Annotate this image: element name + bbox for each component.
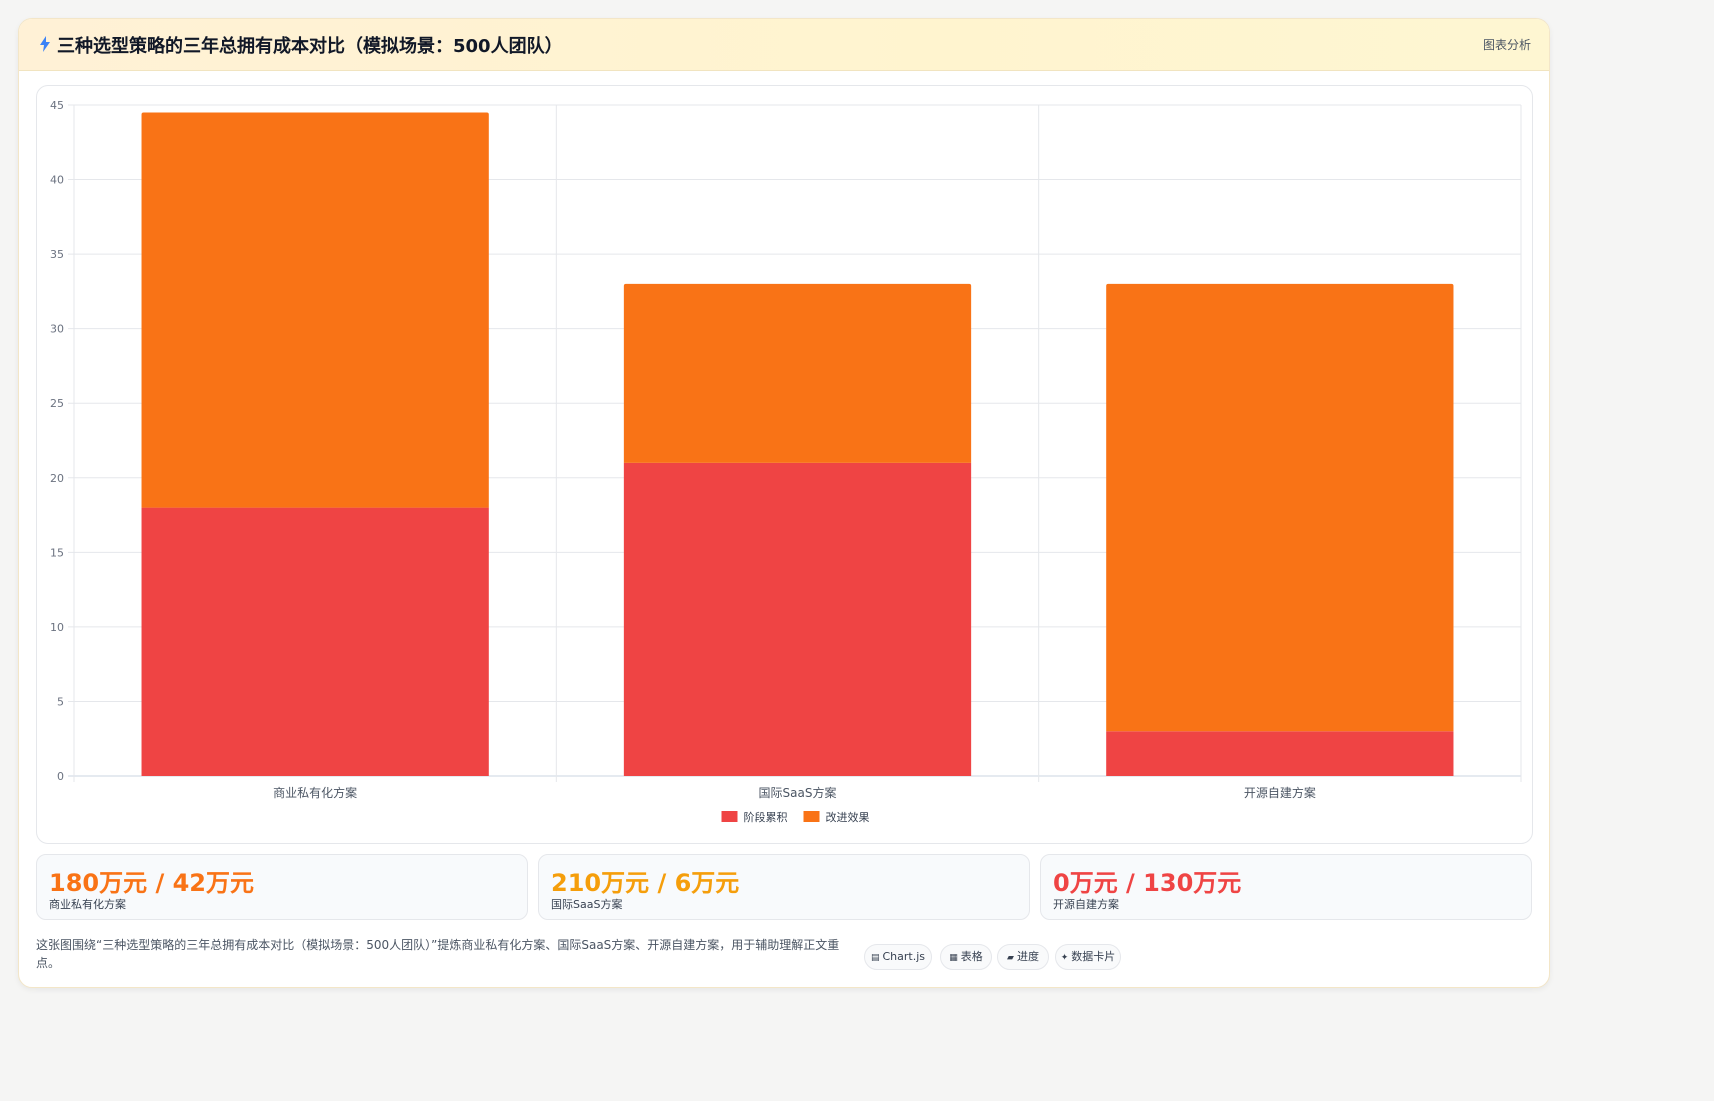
stat-value: 0万元 / 130万元: [1053, 869, 1242, 897]
sparkle-icon: ✦: [1060, 953, 1069, 963]
bar-stage-cumulative: [623, 462, 972, 776]
y-tick-label: 10: [50, 621, 64, 634]
table-icon: ▦: [949, 953, 958, 963]
legend-label: 阶段累积: [744, 810, 788, 824]
chart-icon: ▤: [870, 953, 880, 963]
chart-area: 0 5 10 15 20 25 30 35 40 45 商业私有化方案 国际SaaS方案 开源自建方案阶…: [36, 85, 1533, 844]
x-tick-label: 开源自建方案: [1244, 785, 1316, 800]
stat-card-opensource: 0万元 / 130万元 开源自建方案: [1040, 854, 1532, 920]
y-tick-label: 40: [50, 174, 64, 187]
stat-label: 商业私有化方案: [49, 898, 126, 911]
legend-swatch: [721, 811, 738, 822]
legend-swatch: [803, 811, 820, 822]
chip-label: 数据卡片: [1071, 950, 1116, 963]
bar-stage-cumulative: [1106, 731, 1454, 776]
chip-progress[interactable]: ▰ 进度: [997, 944, 1049, 970]
y-tick-label: 30: [50, 323, 64, 336]
y-tick-label: 25: [50, 397, 64, 410]
legend-label: 改进效果: [826, 810, 870, 824]
chart-title: 三种选型策略的三年总拥有成本对比（模拟场景：500人团队）: [57, 36, 563, 57]
bar-improvement: [623, 283, 972, 463]
stat-value: 180万元 / 42万元: [49, 869, 254, 897]
bolt-icon: [40, 36, 50, 52]
chart-analysis-link[interactable]: 图表分析: [1482, 38, 1531, 52]
chart-description: 这张图围绕“三种选型策略的三年总拥有成本对比（模拟场景：500人团队）”提炼商业…: [36, 938, 840, 970]
y-tick-label: 20: [50, 472, 64, 485]
stat-value: 210万元 / 6万元: [551, 869, 740, 897]
y-tick-label: 45: [50, 99, 64, 112]
stat-cards: 180万元 / 42万元 商业私有化方案 210万元 / 6万元 国际SaaS方…: [36, 854, 1533, 920]
stat-card-saas: 210万元 / 6万元 国际SaaS方案: [538, 854, 1030, 920]
bar-improvement: [141, 112, 489, 508]
stacked-bar-chart: 0 5 10 15 20 25 30 35 40 45 商业私有化方案 国际SaaS方案 开源自建方案阶…: [50, 99, 1522, 824]
chip-label: 表格: [960, 950, 983, 963]
y-tick-label: 5: [57, 695, 64, 708]
stat-label: 国际SaaS方案: [551, 898, 623, 911]
x-tick-label: 商业私有化方案: [273, 785, 357, 800]
y-tick-label: 0: [57, 770, 64, 783]
bar-improvement: [1106, 283, 1454, 732]
chart-card: 三种选型策略的三年总拥有成本对比（模拟场景：500人团队） 图表分析 0 5 10 1…: [18, 18, 1550, 988]
chip-label: Chart.js: [882, 950, 926, 963]
progress-icon: ▰: [1007, 953, 1014, 963]
stat-card-commercial: 180万元 / 42万元 商业私有化方案: [36, 854, 528, 920]
stat-label: 开源自建方案: [1053, 898, 1119, 911]
y-tick-label: 15: [50, 546, 64, 559]
card-header: 三种选型策略的三年总拥有成本对比（模拟场景：500人团队） 图表分析: [19, 19, 1549, 71]
y-tick-label: 35: [50, 248, 64, 261]
bar-stage-cumulative: [141, 507, 489, 776]
chip-label: 进度: [1016, 950, 1039, 963]
x-tick-label: 国际SaaS方案: [759, 785, 837, 800]
chip-table[interactable]: ▦ 表格: [940, 944, 992, 970]
chip-chartjs[interactable]: ▤ Chart.js: [864, 944, 932, 970]
chip-data-card[interactable]: ✦ 数据卡片: [1055, 944, 1121, 970]
